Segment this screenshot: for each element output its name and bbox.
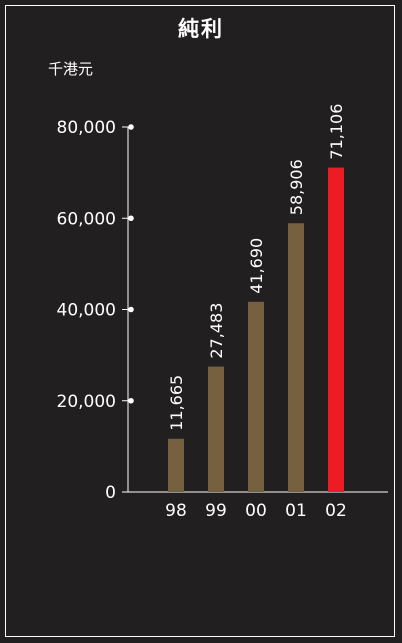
y-tick-dot [128,397,134,404]
bar-00 [248,301,264,492]
bar-02 [328,167,344,493]
y-tick-label: 20,000 [57,392,116,412]
y-axis-unit-label: 千港元 [48,60,94,78]
y-tick-label: 60,000 [57,209,116,229]
x-tick-label-01: 01 [285,501,307,521]
y-tick-dot [128,306,134,313]
bar-98 [168,438,184,492]
bar-99 [208,366,224,492]
x-tick-label-99: 99 [205,501,227,521]
value-label-98: 11,665 [167,375,186,431]
y-tick-label: 40,000 [57,301,116,321]
value-label-01: 58,906 [287,159,306,215]
x-tick-label-00: 00 [245,501,267,521]
x-tick-label-98: 98 [165,501,187,521]
value-label-00: 41,690 [247,238,266,294]
chart-title: 純利 [178,16,224,41]
y-tick-label: 0 [105,483,116,503]
value-label-02: 71,106 [327,104,346,160]
y-tick-label: 80,000 [57,118,116,138]
chart-frame [5,5,395,637]
value-label-99: 27,483 [207,303,226,359]
y-tick-dot [128,215,134,222]
bar-01 [288,223,304,492]
x-tick-label-02: 02 [325,501,347,521]
y-tick-dot [128,124,134,130]
